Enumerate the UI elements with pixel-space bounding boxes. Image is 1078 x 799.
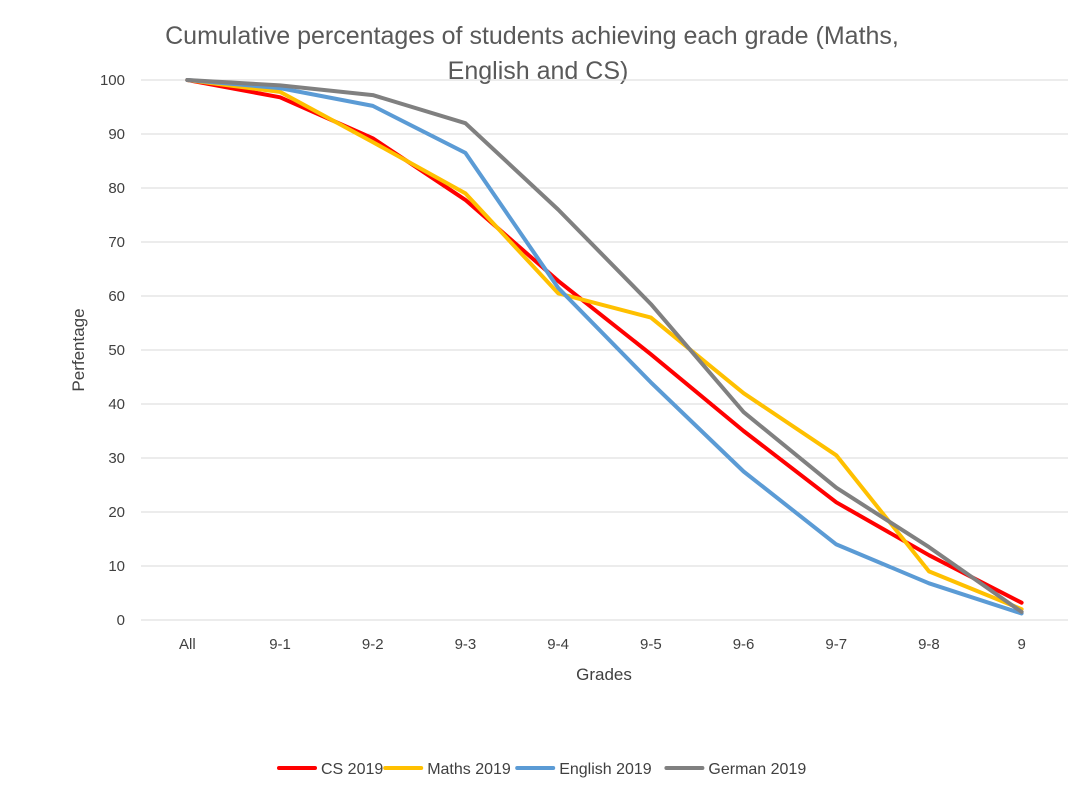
legend: CS 2019 Maths 2019 English 2019 German 2019 [277, 761, 806, 778]
chart-title-line-1: Cumulative percentages of students achie… [165, 22, 899, 50]
y-tick-label: 0 [117, 612, 125, 629]
legend-label: Maths 2019 [427, 761, 511, 778]
y-tick-label: 100 [100, 72, 125, 89]
y-tick-label: 70 [108, 234, 125, 251]
chart-title-line-2: English and CS) [448, 57, 629, 85]
series-line-maths-2019 [185, 78, 1024, 612]
series-lines [185, 78, 1024, 616]
legend-label: CS 2019 [321, 761, 383, 778]
x-tick-label: All [179, 636, 196, 653]
y-tick-label: 60 [108, 288, 125, 305]
x-tick-label: 9-3 [455, 636, 477, 653]
x-tick-label: 9 [1017, 636, 1025, 653]
y-tick-label: 40 [108, 396, 125, 413]
y-axis-ticks: 0 10 20 30 40 50 60 70 80 90 100 [100, 72, 125, 629]
x-tick-label: 9-6 [733, 636, 755, 653]
legend-label: English 2019 [559, 761, 652, 778]
x-axis-label: Grades [576, 665, 632, 684]
x-tick-label: 9-7 [825, 636, 847, 653]
y-axis-label: Perfentage [69, 308, 88, 391]
legend-item-cs-2019: CS 2019 [277, 761, 383, 778]
x-tick-label: 9-5 [640, 636, 662, 653]
legend-item-german-2019: German 2019 [664, 761, 806, 778]
y-tick-label: 90 [108, 126, 125, 143]
legend-item-maths-2019: Maths 2019 [383, 761, 511, 778]
legend-label: German 2019 [708, 761, 806, 778]
legend-item-english-2019: English 2019 [515, 761, 652, 778]
series-line-english-2019 [185, 78, 1024, 616]
x-axis-ticks: All 9-1 9-2 9-3 9-4 9-5 9-6 9-7 9-8 9 [179, 636, 1026, 653]
series-line-german-2019 [185, 78, 1024, 614]
y-tick-label: 50 [108, 342, 125, 359]
y-tick-label: 20 [108, 504, 125, 521]
x-tick-label: 9-8 [918, 636, 940, 653]
y-tick-label: 30 [108, 450, 125, 467]
gridlines [141, 79, 1068, 621]
x-tick-label: 9-2 [362, 636, 384, 653]
chart-title: Cumulative percentages of students achie… [165, 22, 899, 85]
y-tick-label: 80 [108, 180, 125, 197]
x-tick-label: 9-4 [547, 636, 569, 653]
y-tick-label: 10 [108, 558, 125, 575]
x-tick-label: 9-1 [269, 636, 291, 653]
